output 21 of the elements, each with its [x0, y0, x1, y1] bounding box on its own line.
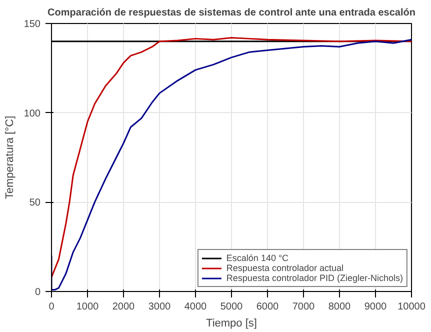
x-tick-label: 4000	[184, 302, 208, 312]
legend-label: Escalón 140 °C	[226, 253, 289, 263]
x-tick-label: 9000	[364, 302, 388, 312]
legend-label: Respuesta controlador PID (Ziegler-Nichols)	[226, 273, 403, 283]
y-tick-label: 150	[24, 19, 41, 30]
y-tick-label: 50	[29, 198, 41, 209]
legend-label: Respuesta controlador actual	[226, 263, 344, 273]
y-tick-label: 100	[24, 108, 41, 120]
y-tick-label: 0	[34, 287, 41, 298]
x-tick-label: 10000	[398, 302, 426, 312]
y-axis-title: Temperatura [°C]	[4, 116, 16, 200]
x-tick-label: 1000	[76, 302, 100, 312]
x-tick-label: 0	[48, 302, 55, 312]
x-axis-title: Tiempo [s]	[206, 318, 257, 330]
x-tick-label: 5000	[220, 302, 244, 312]
x-tick-label: 3000	[148, 302, 172, 312]
chart-title: Comparación de respuestas de sistemas de control ante una entrada escalón	[48, 8, 416, 18]
x-tick-label: 2000	[112, 302, 136, 312]
x-tick-label: 6000	[256, 302, 280, 312]
x-tick-label: 7000	[292, 302, 316, 312]
x-tick-label: 8000	[328, 302, 352, 312]
